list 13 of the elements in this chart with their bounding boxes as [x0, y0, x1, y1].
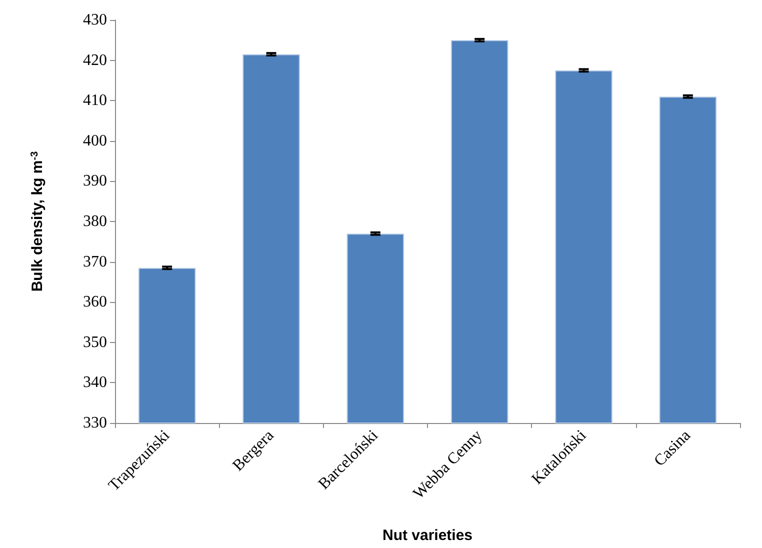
y-tick-label: 330	[83, 414, 107, 432]
y-tick-label: 350	[83, 334, 107, 351]
y-tick-label: 360	[83, 294, 107, 311]
y-tick-label: 420	[83, 52, 107, 69]
y-axis-title: Bulk density, kg m-3	[29, 150, 46, 292]
x-axis-title: Nut varieties	[382, 527, 473, 544]
y-tick-label: 410	[83, 92, 107, 110]
y-tick-label: 340	[83, 374, 107, 392]
y-tick-label: 430	[83, 12, 107, 28]
y-tick-label: 380	[83, 213, 107, 230]
y-tick-label: 370	[83, 253, 107, 270]
y-tick-label: 390	[83, 172, 107, 190]
y-tick-label: 400	[83, 132, 107, 150]
